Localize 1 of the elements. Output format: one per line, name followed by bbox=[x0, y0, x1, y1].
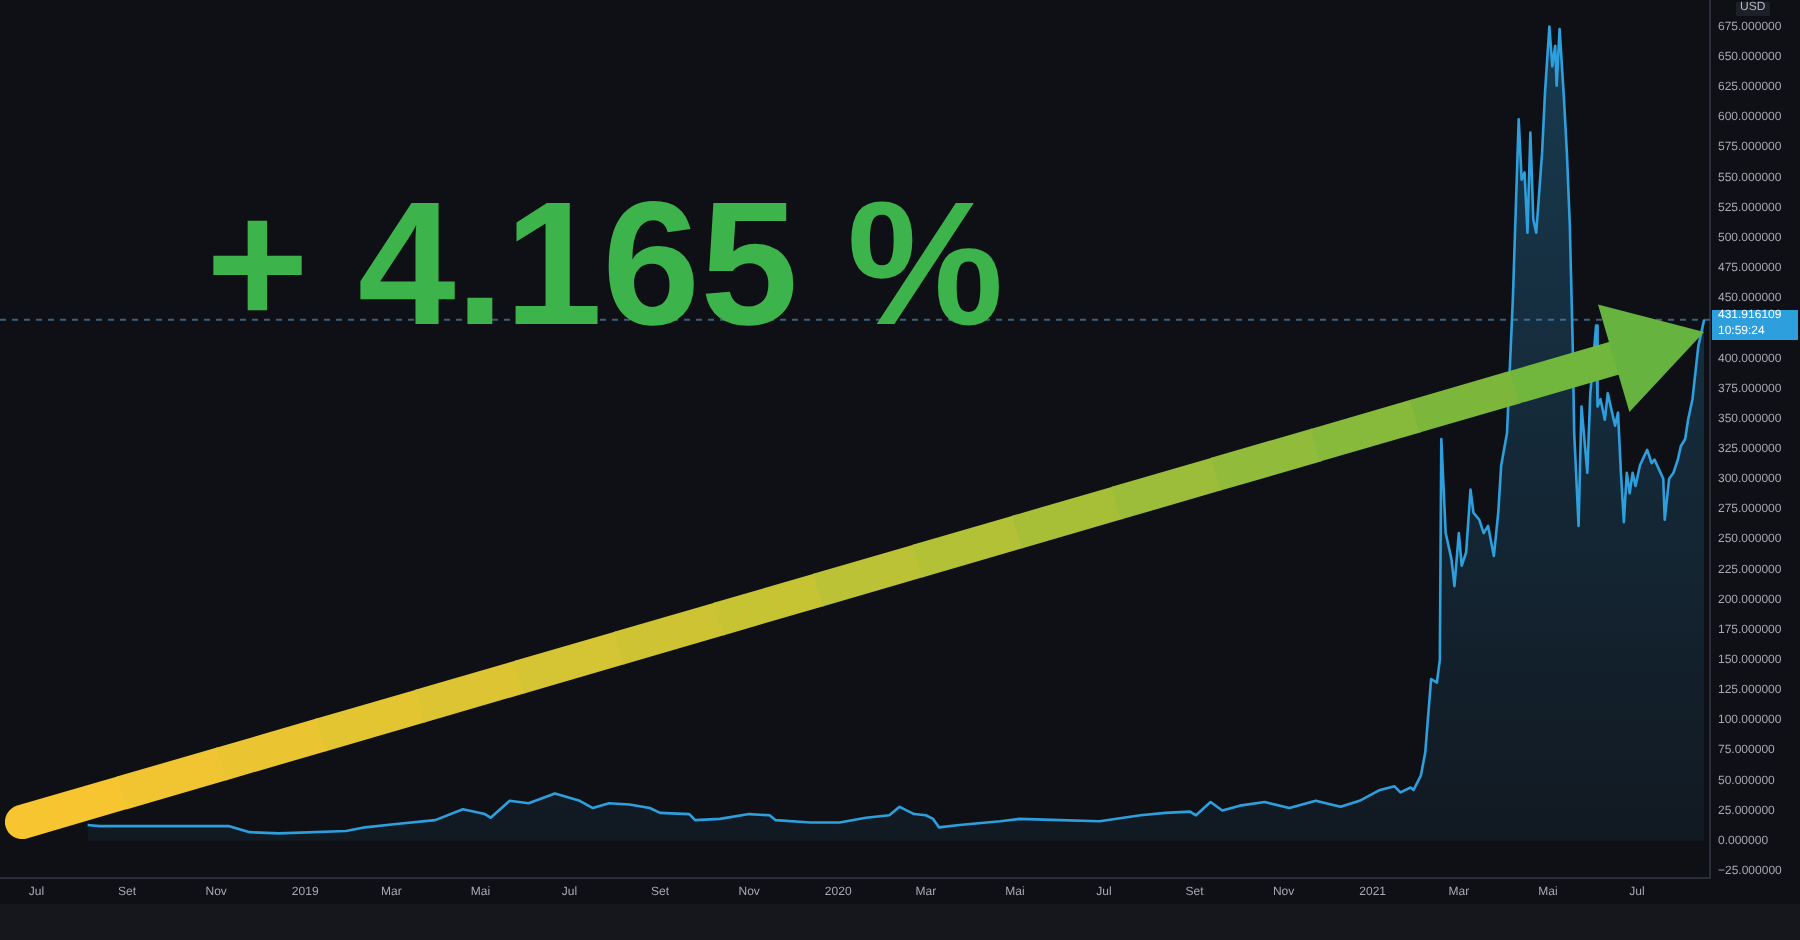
annotation: + 4.165 % bbox=[206, 164, 1004, 362]
